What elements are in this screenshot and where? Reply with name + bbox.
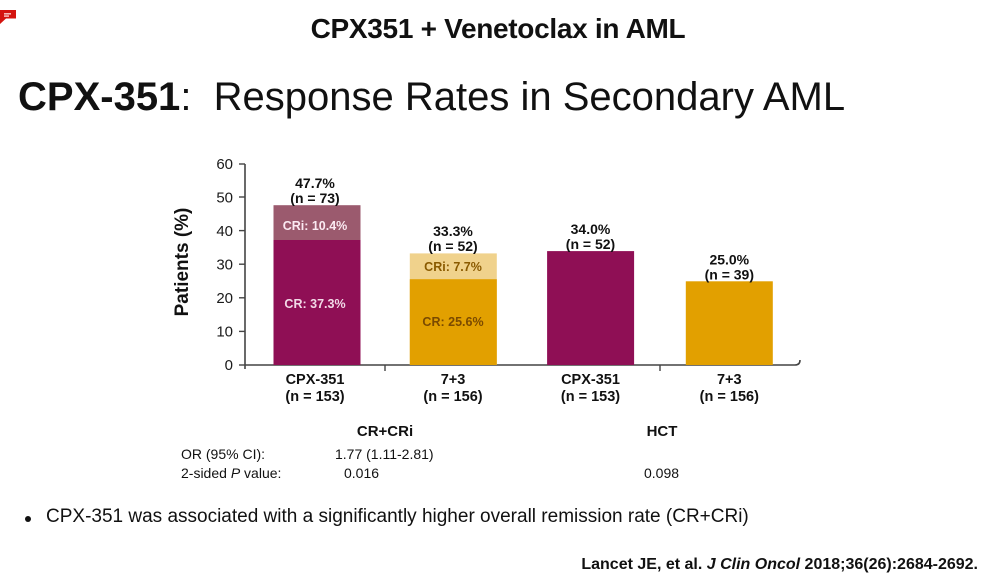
svg-text:(n = 52): (n = 52) [428,238,477,254]
svg-text:10: 10 [216,324,233,341]
svg-text:(n = 156): (n = 156) [700,389,759,405]
svg-text:CR: 25.6%: CR: 25.6% [422,315,483,329]
svg-text:50: 50 [216,190,233,207]
svg-text:20: 20 [216,290,233,307]
svg-text:(n = 39): (n = 39) [705,266,754,282]
svg-text:CRi: 10.4%: CRi: 10.4% [283,219,348,233]
svg-text:(n = 73): (n = 73) [290,190,339,206]
svg-text:CRi: 7.7%: CRi: 7.7% [424,260,482,274]
svg-text:7+3: 7+3 [717,372,742,388]
svg-text:CPX-351: CPX-351 [561,372,620,388]
svg-text:(n = 52): (n = 52) [566,236,615,252]
svg-text:(n = 156): (n = 156) [423,389,482,405]
svg-text:25.0%: 25.0% [709,251,749,267]
svg-text:CR: 37.3%: CR: 37.3% [284,297,345,311]
svg-text:(n = 153): (n = 153) [561,389,620,405]
svg-text:34.0%: 34.0% [571,221,611,237]
svg-text:(n = 153): (n = 153) [285,389,344,405]
svg-text:33.3%: 33.3% [433,223,473,239]
svg-text:47.7%: 47.7% [295,175,335,191]
svg-text:Patients (%): Patients (%) [172,208,193,317]
svg-text:40: 40 [216,223,233,240]
svg-text:0: 0 [225,357,233,374]
svg-text:60: 60 [216,156,233,173]
svg-text:7+3: 7+3 [441,372,466,388]
svg-text:CPX-351: CPX-351 [286,372,345,388]
svg-text:30: 30 [216,257,233,274]
